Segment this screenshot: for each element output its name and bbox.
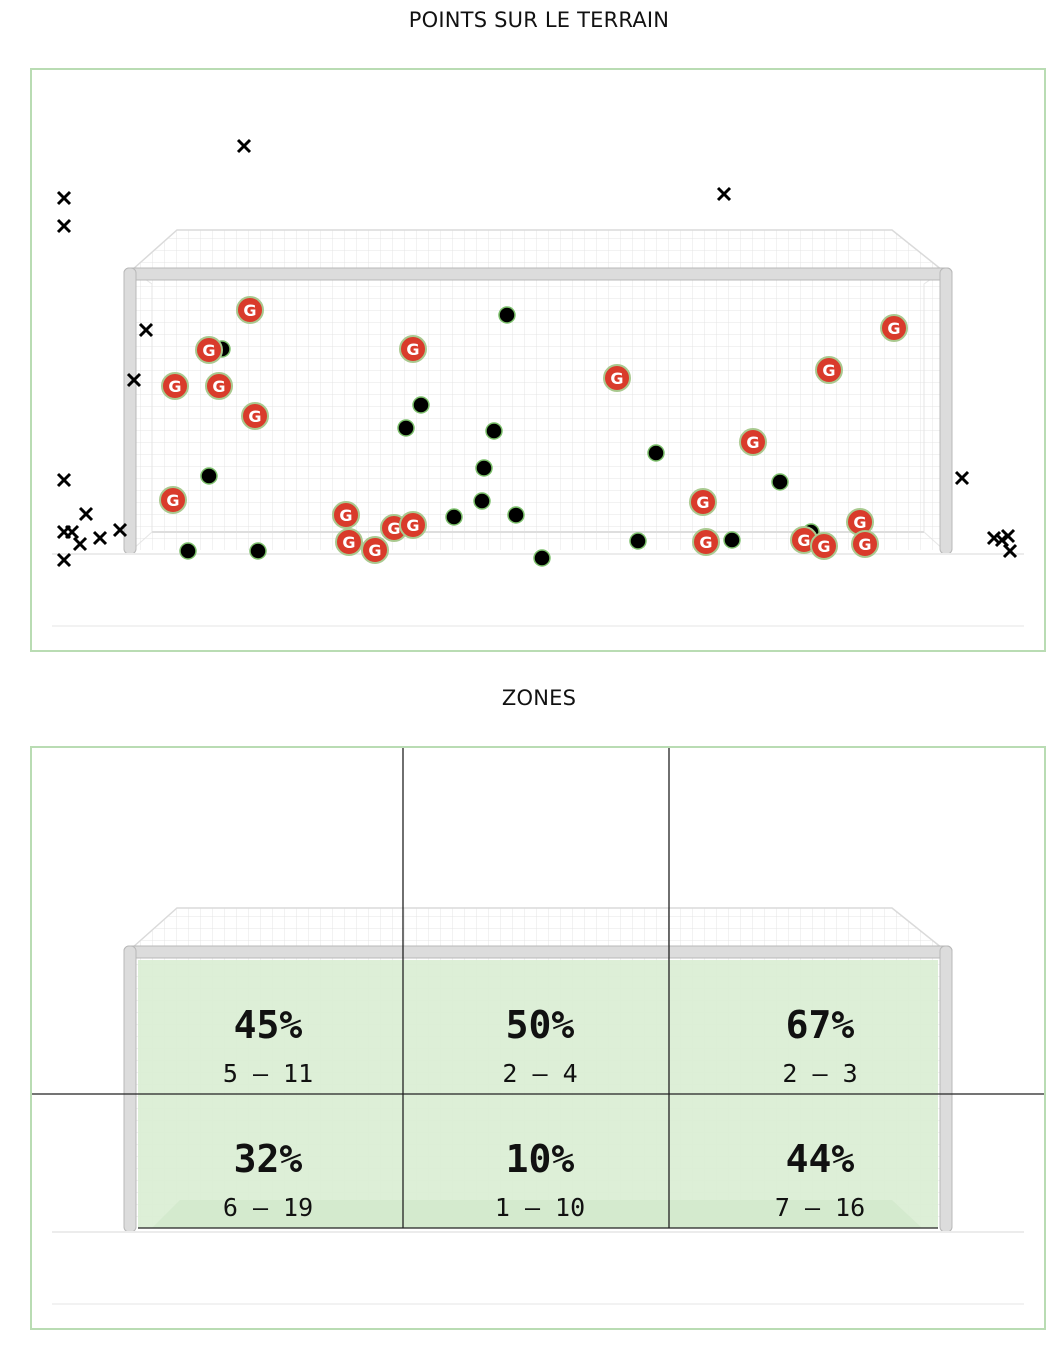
zone-percentage: 32%	[234, 1137, 303, 1181]
shot-map-title: POINTS SUR LE TERRAIN	[408, 8, 670, 32]
goal-marker: G	[815, 356, 843, 384]
goal-marker: G	[332, 501, 360, 529]
goal-marker-label: G	[368, 541, 381, 560]
goal-marker: G	[399, 511, 427, 539]
miss-marker	[716, 186, 732, 202]
goal-graphic	[52, 229, 1024, 627]
goal-marker-label: G	[853, 513, 866, 532]
goal-marker-label: G	[342, 533, 355, 552]
zones-chart: 45% 5 – 11 50% 2 – 4 67% 2 – 3 32% 6 – 19 10% 1 –…	[32, 748, 1044, 1305]
zone-cell: 50% 2 – 4	[502, 1003, 577, 1088]
zone-cell: 45% 5 – 11	[223, 1003, 313, 1088]
miss-marker	[56, 218, 72, 234]
miss-marker	[56, 552, 72, 568]
goal-marker: G	[205, 372, 233, 400]
miss-marker	[78, 506, 94, 522]
goal-marker-label: G	[696, 493, 709, 512]
zone-cell: 44% 7 – 16	[775, 1137, 865, 1222]
goal-marker-label: G	[406, 516, 419, 535]
goal-marker: G	[739, 428, 767, 456]
zone-score: 6 – 19	[223, 1193, 313, 1222]
goal-marker: G	[851, 530, 879, 558]
goal-marker: G	[810, 532, 838, 560]
goal-marker: G	[399, 335, 427, 363]
save-marker	[498, 306, 516, 324]
zone-score: 5 – 11	[223, 1059, 313, 1088]
save-marker	[533, 549, 551, 567]
miss-marker	[64, 524, 80, 540]
miss-marker	[954, 470, 970, 486]
goal-marker-label: G	[406, 340, 419, 359]
goal-marker: G	[692, 528, 720, 556]
goal-marker-label: G	[248, 407, 261, 426]
zone-score: 7 – 16	[775, 1193, 865, 1222]
save-marker	[200, 467, 218, 485]
zone-cell: 32% 6 – 19	[223, 1137, 313, 1222]
goal-marker-label: G	[887, 319, 900, 338]
zone-percentage: 50%	[506, 1003, 575, 1047]
zone-grid-lines	[32, 748, 1044, 1229]
goal-marker-label: G	[746, 433, 759, 452]
goal-marker: G	[195, 336, 223, 364]
goal-marker: G	[689, 488, 717, 516]
zone-score: 1 – 10	[495, 1193, 585, 1222]
save-marker	[473, 492, 491, 510]
miss-marker	[72, 536, 88, 552]
save-marker	[397, 419, 415, 437]
save-marker	[629, 532, 647, 550]
save-marker	[723, 531, 741, 549]
save-marker	[249, 542, 267, 560]
save-marker	[179, 542, 197, 560]
miss-marker	[126, 372, 142, 388]
goal-marker-label: G	[166, 491, 179, 510]
save-marker	[485, 422, 503, 440]
zone-cell: 10% 1 – 10	[495, 1137, 585, 1222]
miss-marker	[56, 472, 72, 488]
goal-marker-label: G	[339, 506, 352, 525]
zone-percentage: 45%	[234, 1003, 303, 1047]
miss-marker	[112, 522, 128, 538]
goal-marker: G	[159, 486, 187, 514]
save-marker	[475, 459, 493, 477]
miss-marker	[1002, 543, 1018, 559]
miss-marker	[1000, 528, 1016, 544]
zone-percentage: 44%	[786, 1137, 855, 1181]
goal-marker: G	[241, 402, 269, 430]
goal-marker: G	[361, 536, 389, 564]
save-marker	[507, 506, 525, 524]
goal-marker: G	[161, 372, 189, 400]
miss-marker	[236, 138, 252, 154]
zone-percentage: 67%	[786, 1003, 855, 1047]
save-marker	[771, 473, 789, 491]
goal-marker-label: G	[610, 369, 623, 388]
goal-marker-label: G	[797, 531, 810, 550]
save-marker	[412, 396, 430, 414]
goal-marker-label: G	[858, 535, 871, 554]
zones-panel: 45% 5 – 11 50% 2 – 4 67% 2 – 3 32% 6 – 19 10% 1 –…	[30, 746, 1046, 1330]
goal-marker-label: G	[387, 519, 400, 538]
goal-marker-label: G	[212, 377, 225, 396]
goal-marker: G	[603, 364, 631, 392]
goal-marker-label: G	[243, 301, 256, 320]
goal-marker-label: G	[168, 377, 181, 396]
miss-marker	[56, 190, 72, 206]
save-marker	[647, 444, 665, 462]
goal-marker: G	[335, 528, 363, 556]
zone-cell: 67% 2 – 3	[782, 1003, 857, 1088]
goal-marker: G	[880, 314, 908, 342]
save-marker	[445, 508, 463, 526]
goal-marker-label: G	[822, 361, 835, 380]
zone-score: 2 – 3	[782, 1059, 857, 1088]
miss-marker	[92, 530, 108, 546]
zone-percentage: 10%	[506, 1137, 575, 1181]
miss-marker	[138, 322, 154, 338]
goal-marker-label: G	[699, 533, 712, 552]
zone-score: 2 – 4	[502, 1059, 577, 1088]
zones-title: ZONES	[501, 686, 577, 710]
goal-marker: G	[236, 296, 264, 324]
goal-marker-label: G	[817, 537, 830, 556]
goal-marker-label: G	[202, 341, 215, 360]
